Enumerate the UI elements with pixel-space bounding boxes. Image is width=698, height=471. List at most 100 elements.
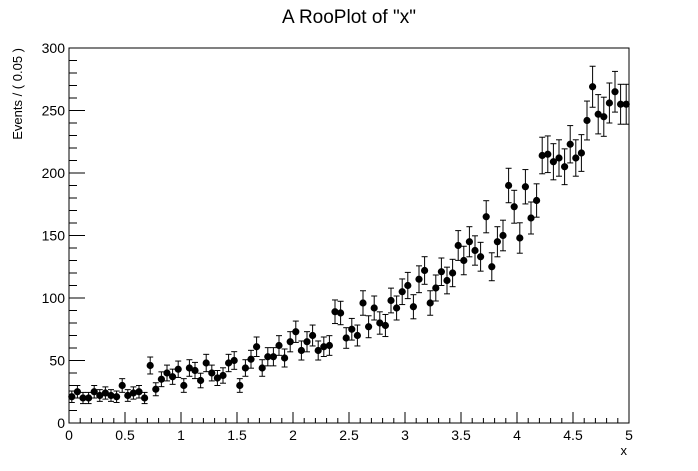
data-point — [572, 139, 580, 177]
x-tick-label: 2 — [289, 427, 297, 443]
data-point — [320, 336, 328, 358]
data-point — [589, 65, 597, 108]
data-point — [555, 139, 563, 177]
point-marker — [566, 140, 574, 148]
data-point — [583, 100, 591, 141]
point-marker — [605, 99, 614, 107]
data-point — [510, 189, 518, 224]
point-marker — [432, 284, 440, 292]
x-axis-label: x — [621, 443, 628, 458]
data-point — [538, 136, 546, 175]
point-marker — [157, 375, 165, 383]
point-marker — [387, 296, 395, 305]
data-point — [617, 83, 625, 125]
data-point — [482, 200, 490, 234]
point-marker — [549, 158, 558, 166]
data-point — [404, 271, 412, 300]
point-marker — [129, 389, 137, 397]
data-point — [219, 367, 227, 384]
data-point — [281, 348, 289, 368]
point-marker — [208, 369, 216, 377]
data-point — [393, 295, 401, 321]
y-tick-label: 0 — [57, 415, 65, 431]
x-tick-label: 0 — [65, 427, 73, 443]
data-point — [544, 135, 552, 174]
point-marker — [493, 238, 501, 246]
data-point — [96, 389, 104, 402]
point-marker — [437, 268, 445, 276]
point-marker — [527, 214, 535, 222]
data-point — [292, 320, 300, 343]
y-tick-label: 50 — [49, 353, 65, 369]
point-marker — [600, 113, 608, 121]
y-tick-label: 200 — [42, 165, 66, 181]
data-point — [415, 265, 423, 294]
data-point — [286, 331, 294, 353]
plot-area: 0 0.5 1 1.5 2 2.5 3 3.5 4 4.5 5 0 50 100 150 200 250 300 — [42, 40, 633, 443]
data-point — [118, 378, 126, 393]
point-marker — [617, 100, 625, 108]
data-point — [241, 359, 249, 377]
point-marker — [510, 203, 518, 211]
y-axis-tick-labels: 0 50 100 150 200 250 300 — [42, 40, 66, 431]
data-point — [499, 219, 507, 252]
point-marker — [96, 391, 104, 400]
data-point — [253, 336, 261, 358]
data-point — [247, 349, 255, 369]
data-point — [533, 183, 541, 218]
point-marker — [521, 183, 530, 191]
data-point — [107, 389, 115, 402]
point-marker — [622, 100, 630, 108]
data-point — [303, 331, 311, 353]
point-marker — [180, 381, 188, 390]
data-point — [611, 70, 619, 113]
point-marker — [258, 364, 266, 372]
point-marker — [219, 371, 227, 380]
data-point — [191, 361, 199, 380]
data-point — [124, 389, 132, 402]
data-point — [331, 299, 339, 325]
point-marker — [247, 355, 255, 363]
point-marker — [68, 393, 76, 401]
point-marker — [191, 366, 199, 375]
data-point — [146, 356, 154, 375]
data-point — [325, 335, 333, 356]
point-marker — [253, 343, 261, 351]
point-marker — [286, 338, 294, 346]
data-point — [348, 317, 356, 341]
point-marker — [281, 354, 289, 362]
data-point — [101, 386, 109, 400]
point-marker — [477, 253, 485, 261]
point-marker — [331, 308, 339, 316]
data-point — [426, 290, 434, 316]
point-marker — [376, 319, 384, 327]
data-point — [297, 340, 305, 361]
point-marker — [583, 116, 591, 125]
point-marker — [135, 388, 143, 396]
data-point — [264, 347, 272, 367]
point-marker — [264, 353, 272, 361]
data-point — [465, 226, 473, 258]
data-point — [230, 351, 238, 370]
data-point — [432, 274, 440, 302]
point-marker — [107, 391, 115, 400]
x-tick-label: 0.5 — [115, 427, 135, 443]
point-marker — [611, 88, 619, 96]
data-point — [437, 257, 445, 286]
x-tick-label: 4 — [513, 427, 521, 443]
point-marker — [225, 359, 233, 367]
data-point — [236, 378, 244, 393]
data-point — [314, 340, 322, 361]
point-marker — [101, 389, 109, 397]
point-marker — [73, 388, 81, 396]
point-marker — [269, 353, 277, 361]
data-point — [622, 83, 630, 125]
point-marker — [197, 376, 205, 385]
point-marker — [516, 234, 524, 242]
data-point — [387, 287, 395, 314]
data-point — [370, 295, 378, 321]
data-point — [421, 256, 429, 285]
data-point — [141, 391, 149, 405]
data-point — [561, 148, 569, 186]
